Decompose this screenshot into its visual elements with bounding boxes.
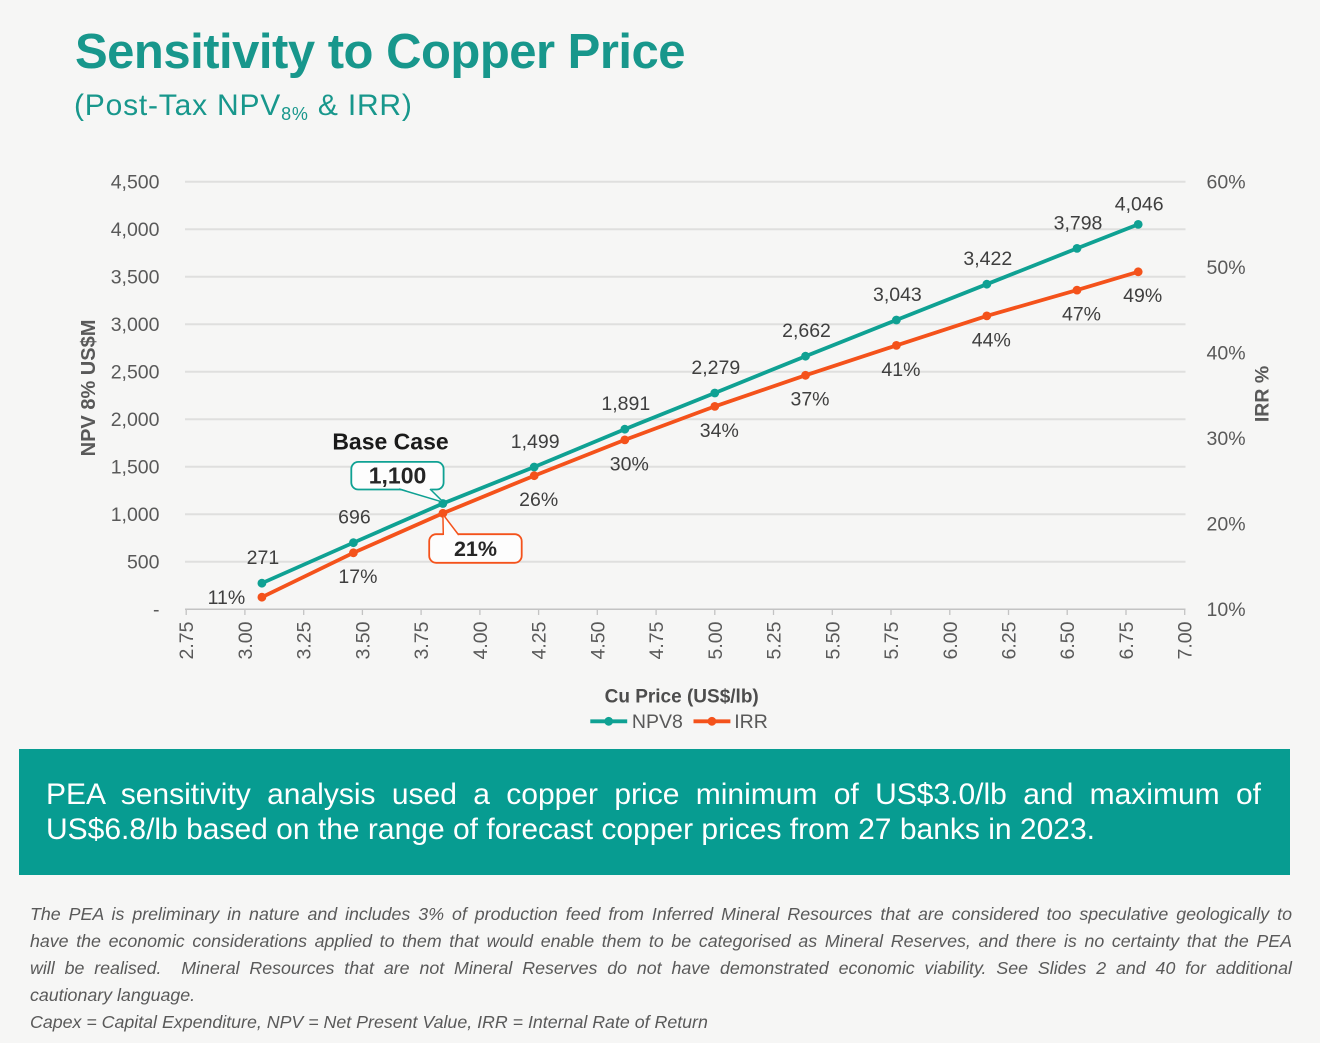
svg-text:41%: 41% (881, 359, 920, 381)
svg-text:34%: 34% (700, 420, 739, 442)
svg-text:2,500: 2,500 (111, 362, 160, 384)
svg-text:4.75: 4.75 (646, 621, 668, 659)
svg-text:3,422: 3,422 (963, 248, 1012, 270)
svg-text:IRR: IRR (734, 711, 768, 733)
svg-text:2,279: 2,279 (691, 357, 740, 379)
svg-text:26%: 26% (519, 489, 558, 511)
svg-text:6.50: 6.50 (1057, 621, 1079, 659)
svg-text:49%: 49% (1123, 285, 1162, 307)
svg-text:1,499: 1,499 (511, 431, 560, 453)
svg-text:1,891: 1,891 (601, 393, 650, 415)
svg-text:5.25: 5.25 (764, 621, 786, 659)
svg-text:Cu Price (US$/lb): Cu Price (US$/lb) (605, 687, 759, 708)
svg-text:4.25: 4.25 (529, 621, 551, 659)
svg-text:40%: 40% (1207, 343, 1246, 365)
svg-text:20%: 20% (1207, 514, 1246, 536)
svg-text:37%: 37% (790, 389, 829, 411)
svg-text:3.25: 3.25 (294, 621, 316, 659)
svg-text:4,500: 4,500 (111, 172, 160, 194)
svg-text:44%: 44% (972, 329, 1011, 351)
svg-text:4.50: 4.50 (587, 621, 609, 659)
svg-text:696: 696 (338, 507, 371, 529)
svg-text:1,100: 1,100 (369, 463, 427, 489)
svg-text:21%: 21% (454, 537, 497, 561)
svg-text:5.75: 5.75 (881, 621, 903, 659)
svg-text:30%: 30% (1207, 428, 1246, 450)
svg-text:IRR %: IRR % (1252, 366, 1274, 422)
svg-text:2,662: 2,662 (782, 320, 831, 342)
svg-text:NPV 8% US$M: NPV 8% US$M (78, 320, 100, 457)
svg-text:3,043: 3,043 (873, 284, 922, 306)
svg-text:47%: 47% (1062, 304, 1101, 326)
svg-text:2,000: 2,000 (111, 409, 160, 431)
svg-text:-: - (153, 599, 160, 621)
svg-text:30%: 30% (610, 453, 649, 475)
svg-text:10%: 10% (1207, 599, 1246, 621)
svg-text:3.50: 3.50 (352, 621, 374, 659)
svg-text:60%: 60% (1207, 172, 1246, 194)
svg-text:6.00: 6.00 (940, 621, 962, 659)
svg-text:3,000: 3,000 (111, 314, 160, 336)
svg-text:3,798: 3,798 (1054, 212, 1103, 234)
svg-text:5.00: 5.00 (705, 621, 727, 659)
svg-text:1,500: 1,500 (111, 457, 160, 479)
svg-text:Base Case: Base Case (332, 429, 448, 455)
svg-text:3.00: 3.00 (235, 621, 257, 659)
svg-text:6.75: 6.75 (1116, 621, 1138, 659)
svg-text:11%: 11% (208, 587, 246, 609)
svg-text:17%: 17% (338, 566, 377, 588)
svg-text:7.00: 7.00 (1175, 621, 1197, 659)
svg-text:50%: 50% (1207, 257, 1246, 279)
svg-text:500: 500 (127, 552, 160, 574)
svg-text:4,000: 4,000 (111, 219, 160, 241)
svg-text:3.75: 3.75 (411, 621, 433, 659)
svg-text:5.50: 5.50 (822, 621, 844, 659)
svg-text:1,000: 1,000 (111, 504, 160, 526)
svg-text:271: 271 (247, 547, 280, 569)
svg-text:4,046: 4,046 (1115, 193, 1164, 215)
svg-text:NPV8: NPV8 (632, 711, 683, 733)
svg-text:6.25: 6.25 (999, 621, 1021, 659)
svg-text:4.00: 4.00 (470, 621, 492, 659)
svg-text:3,500: 3,500 (111, 267, 160, 289)
svg-text:2.75: 2.75 (176, 621, 198, 659)
